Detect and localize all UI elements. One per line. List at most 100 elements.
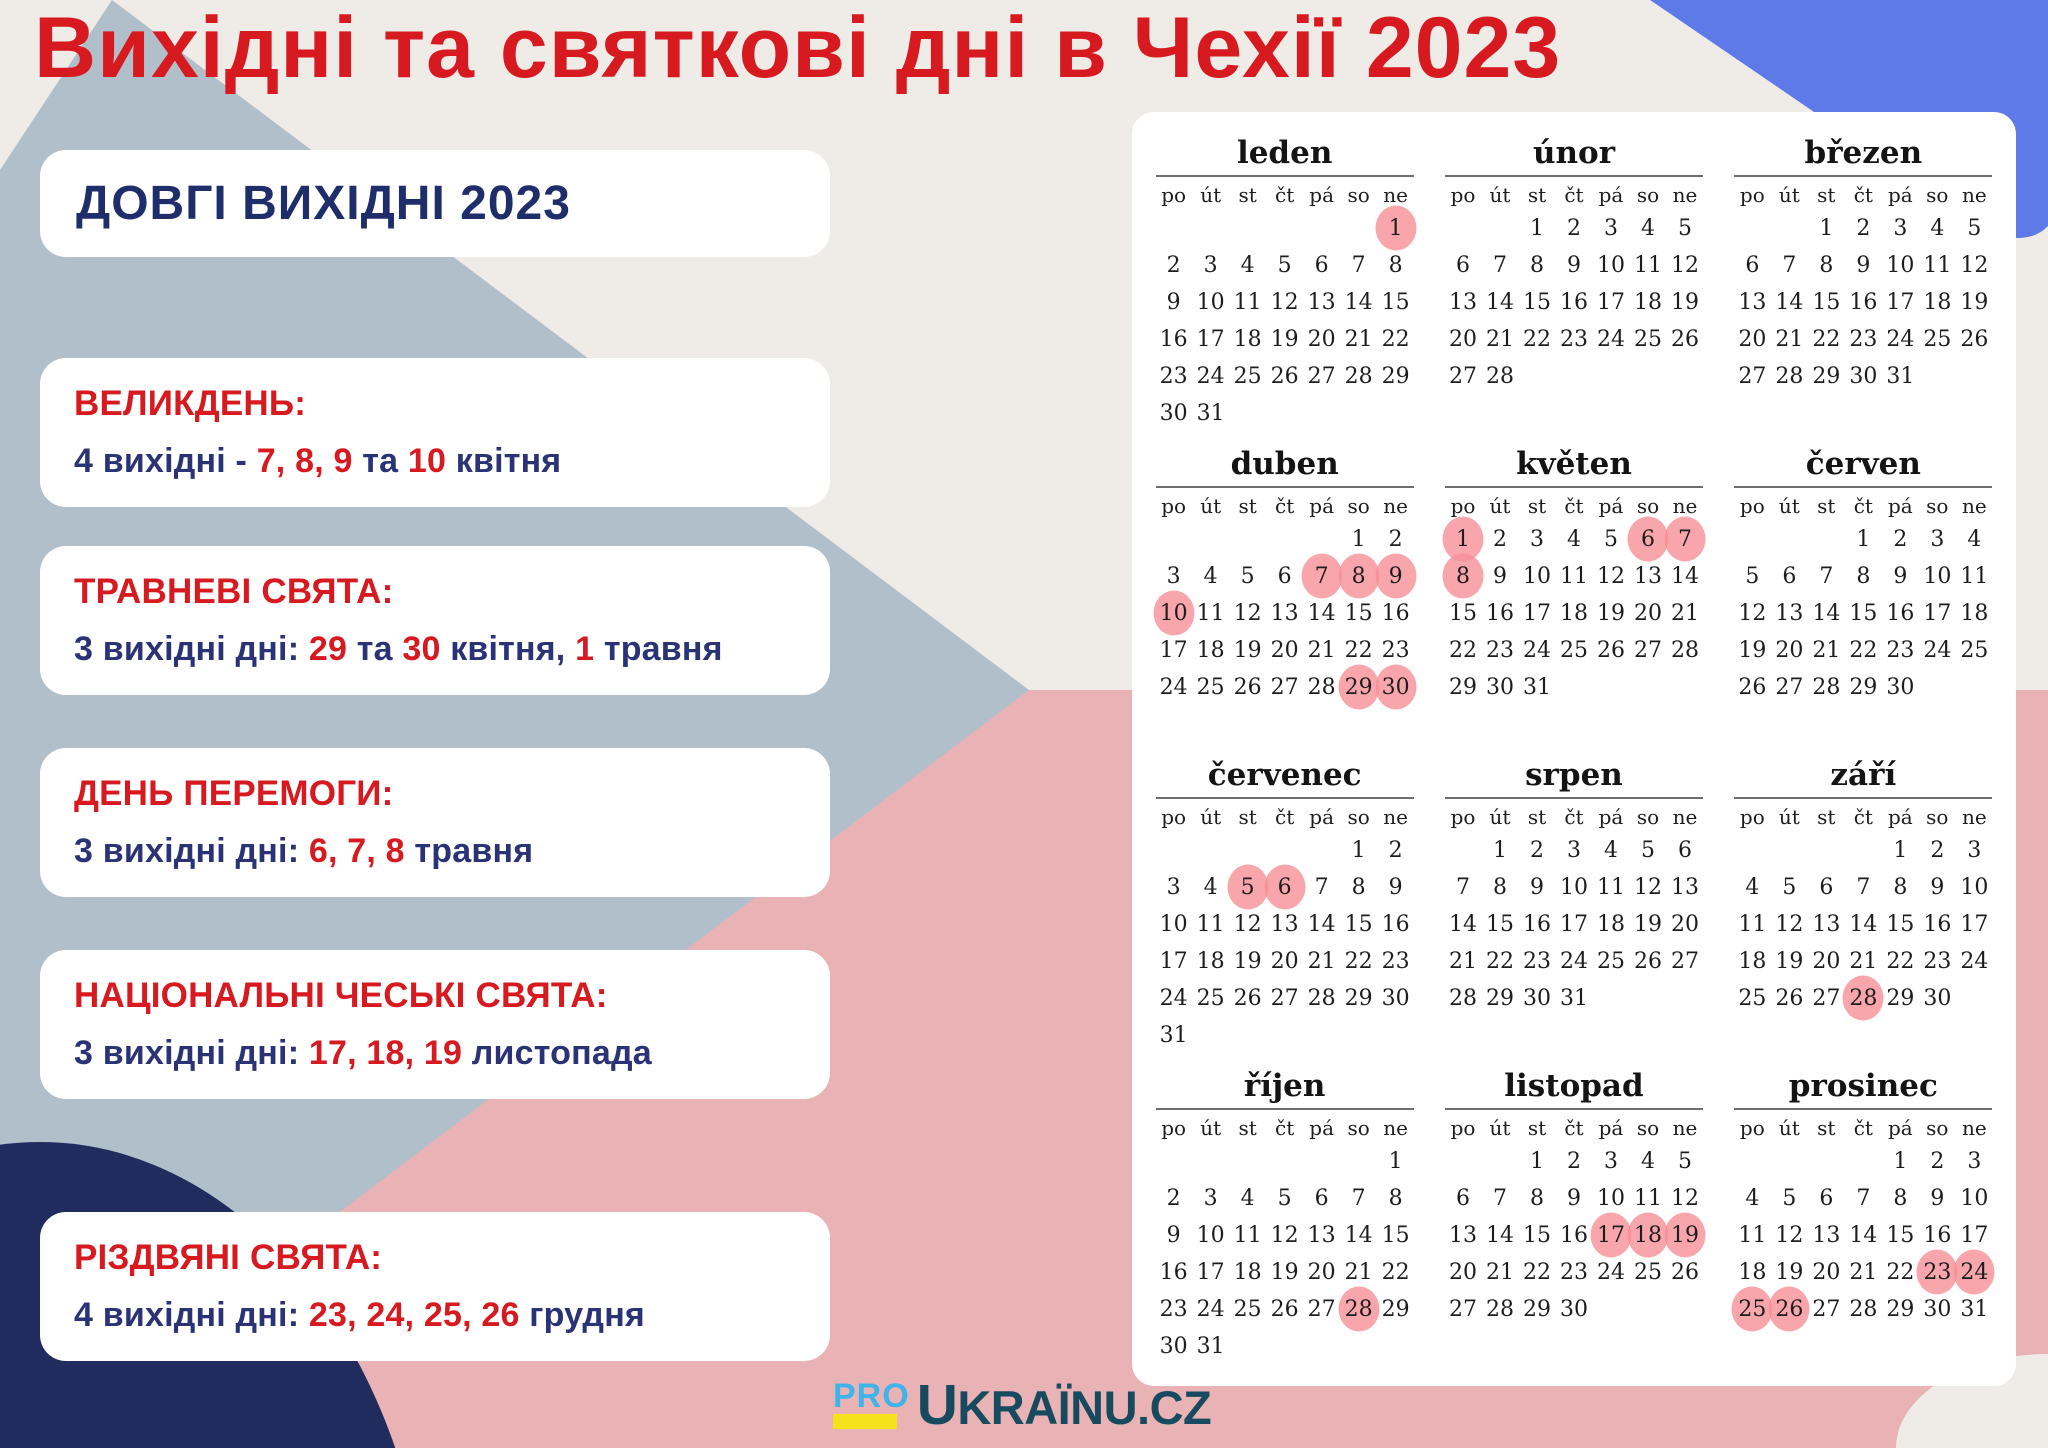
day-cell: 7 bbox=[1856, 874, 1871, 900]
holiday-day: 18 bbox=[1629, 1217, 1666, 1254]
day-cell: 1 bbox=[1529, 215, 1544, 241]
weekday-label: út bbox=[1200, 182, 1222, 207]
day-cell: 4 bbox=[1745, 874, 1760, 900]
weekday-label: pá bbox=[1887, 804, 1913, 829]
day-cell: 16 bbox=[1849, 289, 1878, 315]
day-grid: 1 2 3 4 5 6 7 8 9 10 11 12 13 14 15 16 17 18 19 20 21 22 23 24 2… bbox=[1732, 521, 1994, 706]
logo-pro-block: PRO bbox=[833, 1379, 910, 1432]
day-cell: 26 bbox=[1270, 1296, 1299, 1322]
day-cell: 26 bbox=[1775, 985, 1804, 1011]
weekday-header: po út st čt pá so ne bbox=[1732, 802, 1994, 832]
day-cell: 1 bbox=[1893, 1148, 1908, 1174]
day-cell: 9 bbox=[1930, 874, 1945, 900]
weekday-label: ne bbox=[1961, 804, 1987, 829]
month-name: říjen bbox=[1243, 1068, 1326, 1104]
day-cell: 4 bbox=[1603, 837, 1618, 863]
day-cell: 20 bbox=[1670, 911, 1699, 937]
day-cell: 5 bbox=[1782, 874, 1797, 900]
long-weekends-heading: ДОВГІ ВИХІДНІ 2023 bbox=[76, 177, 571, 230]
month-title-rule bbox=[1734, 485, 1993, 488]
day-cell: 4 bbox=[1745, 1185, 1760, 1211]
month-duben: duben po út st čt pá so ne 1 2 3 4 5 6 7 8 9 10 11 12 13 14 15… bbox=[1154, 446, 1416, 758]
day-cell: 3 bbox=[1893, 215, 1908, 241]
day-cell: 24 bbox=[1196, 1296, 1225, 1322]
empty-day-cell bbox=[1771, 210, 1808, 247]
day-cell: 30 bbox=[1159, 400, 1188, 426]
holiday-day: 23 bbox=[1919, 1254, 1956, 1291]
weekday-label: út bbox=[1778, 182, 1800, 207]
day-cell: 8 bbox=[1893, 874, 1908, 900]
month-únor: únor po út st čt pá so ne 1 2 3 4 5 6 7 8 9 10 11 12 13 14 15 1… bbox=[1443, 135, 1705, 447]
day-cell: 16 bbox=[1923, 1222, 1952, 1248]
weekday-label: út bbox=[1489, 804, 1511, 829]
month-title-rule bbox=[1444, 1107, 1703, 1110]
weekday-label: st bbox=[1527, 1115, 1547, 1140]
weekday-label: po bbox=[1739, 182, 1765, 207]
day-cell: 21 bbox=[1485, 326, 1514, 352]
day-cell: 29 bbox=[1381, 363, 1410, 389]
month-title-rule bbox=[1734, 174, 1993, 177]
day-cell: 24 bbox=[1559, 948, 1588, 974]
day-cell: 12 bbox=[1596, 563, 1625, 589]
weekday-label: po bbox=[1161, 182, 1187, 207]
day-cell: 19 bbox=[1596, 600, 1625, 626]
day-cell: 18 bbox=[1596, 911, 1625, 937]
day-cell: 2 bbox=[1388, 526, 1403, 552]
day-cell: 18 bbox=[1196, 948, 1225, 974]
holiday-day: 9 bbox=[1377, 558, 1414, 595]
day-cell: 16 bbox=[1381, 911, 1410, 937]
weekday-label: ne bbox=[1383, 804, 1409, 829]
day-cell: 2 bbox=[1529, 837, 1544, 863]
day-cell: 3 bbox=[1967, 837, 1982, 863]
day-cell: 23 bbox=[1159, 1296, 1188, 1322]
day-cell: 17 bbox=[1923, 600, 1952, 626]
weekday-label: so bbox=[1347, 182, 1370, 207]
day-cell: 18 bbox=[1233, 1259, 1262, 1285]
day-grid: 1 2 3 4 5 6 7 8 9 10 11 12 13 14 15 16 17 18 19 20 21 22 23 24 2… bbox=[1443, 832, 1705, 1017]
day-cell: 19 bbox=[1270, 1259, 1299, 1285]
day-cell: 12 bbox=[1233, 600, 1262, 626]
day-cell: 27 bbox=[1633, 637, 1662, 663]
day-cell: 9 bbox=[1930, 1185, 1945, 1211]
weekday-header: po út st čt pá so ne bbox=[1443, 802, 1705, 832]
empty-day-cell bbox=[1734, 521, 1771, 558]
weekday-header: po út st čt pá so ne bbox=[1154, 180, 1416, 210]
day-cell: 2 bbox=[1856, 215, 1871, 241]
day-cell: 5 bbox=[1240, 563, 1255, 589]
weekday-header: po út st čt pá so ne bbox=[1732, 180, 1994, 210]
day-cell: 13 bbox=[1812, 911, 1841, 937]
holiday-day: 17 bbox=[1592, 1217, 1629, 1254]
holiday-day: 10 bbox=[1155, 595, 1192, 632]
day-cell: 8 bbox=[1492, 874, 1507, 900]
day-cell: 28 bbox=[1307, 674, 1336, 700]
weekday-label: čt bbox=[1564, 804, 1584, 829]
day-cell: 15 bbox=[1344, 600, 1373, 626]
day-cell: 5 bbox=[1677, 1148, 1692, 1174]
day-cell: 17 bbox=[1596, 289, 1625, 315]
month-srpen: srpen po út st čt pá so ne 1 2 3 4 5 6 7 8 9 10 11 12 13 14 15… bbox=[1443, 757, 1705, 1069]
month-červen: červen po út st čt pá so ne 1 2 3 4 5 6 7 8 9 10 11 12 13 14 1… bbox=[1732, 446, 1994, 758]
day-cell: 11 bbox=[1596, 874, 1625, 900]
logo-site-text: Ukraїnu.cz bbox=[916, 1373, 1212, 1437]
day-cell: 28 bbox=[1448, 985, 1477, 1011]
month-prosinec: prosinec po út st čt pá so ne 1 2 3 4 5 6 7 8 9 10 11 12 13 1… bbox=[1732, 1068, 1994, 1380]
weekday-label: so bbox=[1926, 1115, 1949, 1140]
day-cell: 3 bbox=[1566, 837, 1581, 863]
day-cell: 24 bbox=[1596, 1259, 1625, 1285]
month-name: květen bbox=[1516, 446, 1632, 482]
day-cell: 18 bbox=[1923, 289, 1952, 315]
day-cell: 26 bbox=[1738, 674, 1767, 700]
day-cell: 5 bbox=[1277, 252, 1292, 278]
day-cell: 17 bbox=[1159, 948, 1188, 974]
day-cell: 27 bbox=[1812, 1296, 1841, 1322]
day-cell: 12 bbox=[1633, 874, 1662, 900]
weekday-header: po út st čt pá so ne bbox=[1443, 491, 1705, 521]
day-cell: 5 bbox=[1782, 1185, 1797, 1211]
weekday-label: st bbox=[1527, 493, 1547, 518]
day-cell: 10 bbox=[1159, 911, 1188, 937]
day-cell: 3 bbox=[1529, 526, 1544, 552]
site-logo[interactable]: PRO Ukraїnu.cz bbox=[833, 1373, 1212, 1437]
day-cell: 3 bbox=[1166, 874, 1181, 900]
month-červenec: červenec po út st čt pá so ne 1 2 3 4 5 6 7 8 9 10 11 12 13 1… bbox=[1154, 757, 1416, 1069]
